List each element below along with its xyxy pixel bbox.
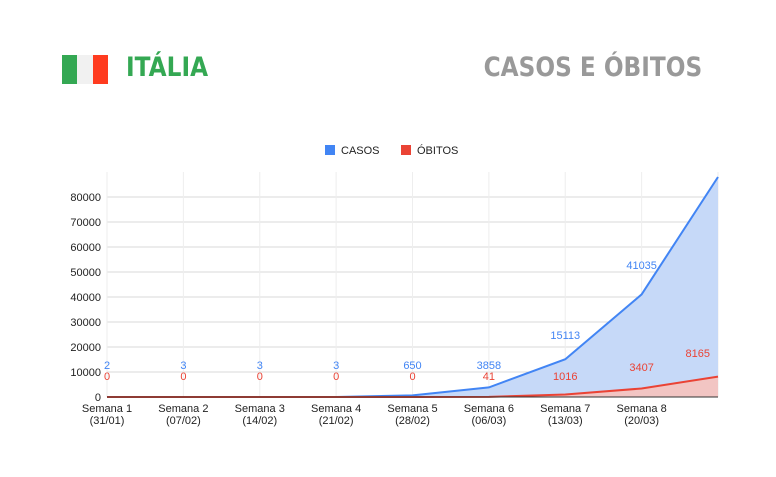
data-label-obitos: 3407	[629, 362, 653, 374]
data-labels: 2 3 3 3 650 3858 15113 41035 0 0 0 0 0 41 1016 3407 8165	[104, 260, 710, 383]
y-tick-label: 0	[95, 392, 101, 404]
x-tick-label: (28/02)	[395, 415, 430, 427]
x-tick-label: Semana 6	[464, 403, 514, 415]
x-tick-label: (20/03)	[624, 415, 659, 427]
data-label-obitos: 41	[483, 371, 495, 383]
data-label-obitos: 8165	[686, 348, 710, 360]
data-label-obitos: 0	[409, 371, 415, 383]
x-tick-label: (21/02)	[319, 415, 354, 427]
y-axis: 0 10000 20000 30000 40000 50000 60000 70000 8000…	[70, 192, 101, 404]
data-label-casos: 41035	[626, 260, 657, 272]
data-label-casos: 15113	[550, 330, 580, 342]
x-tick-label: Semana 3	[235, 403, 285, 415]
y-tick-label: 30000	[70, 317, 101, 329]
area-casos	[107, 177, 718, 397]
data-label-casos: 3858	[477, 360, 501, 372]
legend-swatch-óbitos	[401, 145, 411, 155]
x-tick-label: (06/03)	[471, 415, 506, 427]
data-label-obitos: 0	[257, 371, 263, 383]
data-label-casos: 3	[180, 360, 186, 372]
x-tick-label: Semana 5	[387, 403, 437, 415]
flag-band-red	[92, 55, 108, 84]
data-label-obitos: 1016	[553, 371, 577, 383]
x-tick-label: (14/02)	[242, 415, 277, 427]
x-tick-label: Semana 2	[158, 403, 208, 415]
area-óbitos	[107, 376, 718, 397]
legend-label-óbitos: ÓBITOS	[417, 144, 458, 157]
y-tick-label: 40000	[70, 292, 101, 304]
x-tick-label: Semana 4	[311, 403, 361, 415]
y-tick-label: 60000	[70, 242, 101, 254]
legend-swatch-casos	[325, 145, 335, 155]
x-tick-label: (13/03)	[548, 415, 583, 427]
x-tick-label: Semana 7	[540, 403, 590, 415]
x-tick-label: Semana 1	[82, 403, 132, 415]
data-label-casos: 2	[104, 360, 110, 372]
x-axis: Semana 1(31/01)Semana 2(07/02)Semana 3(1…	[82, 396, 718, 427]
y-tick-label: 20000	[70, 342, 101, 354]
x-tick-label: Semana 8	[617, 403, 667, 415]
data-label-obitos: 0	[333, 371, 339, 383]
x-tick-label: (31/01)	[90, 415, 125, 427]
y-tick-label: 80000	[70, 192, 101, 204]
flag-band-green	[62, 55, 78, 84]
y-tick-label: 10000	[70, 367, 101, 379]
x-tick-label: (07/02)	[166, 415, 201, 427]
data-label-casos: 3	[257, 360, 263, 372]
y-tick-label: 50000	[70, 267, 101, 279]
italy-flag	[62, 55, 108, 84]
data-label-obitos: 0	[104, 371, 110, 383]
country-title: ITÁLIA	[126, 52, 209, 83]
chart-subtitle: CASOS E ÓBITOS	[483, 52, 702, 83]
y-tick-label: 70000	[70, 217, 101, 229]
data-label-casos: 3	[333, 360, 339, 372]
flag-band-white	[77, 55, 93, 84]
legend: CASOS ÓBITOS	[325, 144, 458, 157]
data-label-obitos: 0	[180, 371, 186, 383]
data-label-casos: 650	[403, 360, 421, 372]
legend-label-casos: CASOS	[341, 145, 380, 157]
